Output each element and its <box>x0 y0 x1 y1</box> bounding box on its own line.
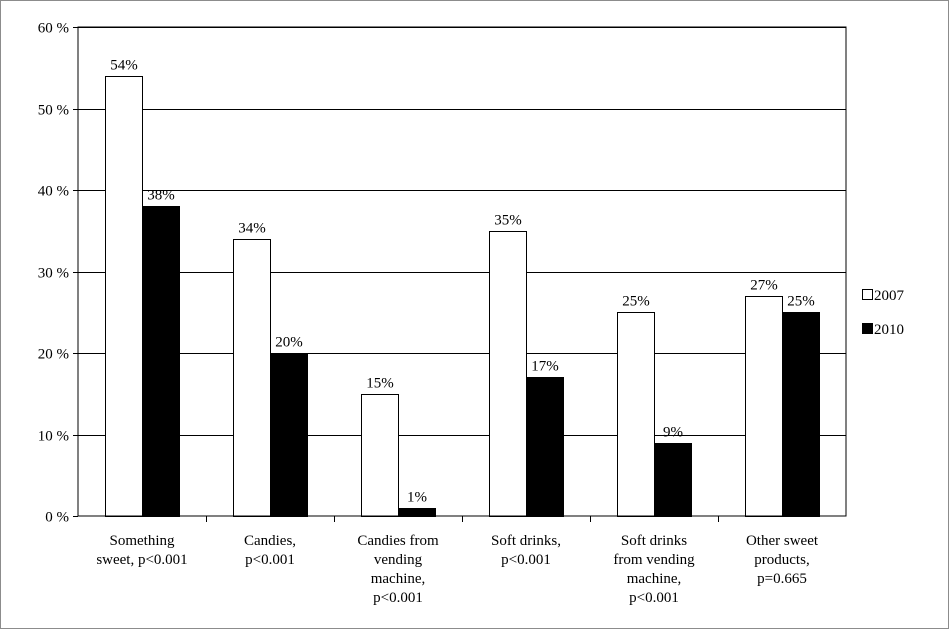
bar-2010-3 <box>526 377 564 517</box>
category-label-line: Soft drinks, <box>491 533 561 549</box>
data-label-2007-4: 25% <box>622 294 650 310</box>
bar-2007-0 <box>105 76 143 517</box>
category-label-line: p<0.001 <box>373 590 423 606</box>
category-label-line: machine, <box>371 571 426 587</box>
data-label-2010-1: 20% <box>275 335 303 351</box>
category-label-line: Something <box>109 533 175 549</box>
legend-label-2010: 2010 <box>874 322 904 338</box>
bar-2010-0 <box>142 206 180 517</box>
bar-2007-5 <box>745 296 783 517</box>
category-label-line: machine, <box>627 571 682 587</box>
bars <box>105 76 820 517</box>
gridlines <box>78 27 846 436</box>
bar-2007-4 <box>617 312 655 517</box>
y-tick-label: 30 % <box>38 266 69 282</box>
y-axis-ticks: 0 % 10 % 20 % 30 % 40 % 50 % 60 % <box>38 21 78 526</box>
category-label-line: p=0.665 <box>757 571 807 587</box>
data-label-2007-2: 15% <box>366 376 394 392</box>
legend: 2007 2010 <box>862 288 905 338</box>
y-tick-label: 20 % <box>38 347 69 363</box>
y-tick-label: 60 % <box>38 21 69 37</box>
category-label-line: Other sweet <box>746 533 819 549</box>
category-label-line: p<0.001 <box>245 552 295 568</box>
category-label-line: p<0.001 <box>501 552 551 568</box>
bar-2010-5 <box>782 312 820 517</box>
category-label-line: from vending <box>613 552 695 568</box>
data-label-2007-3: 35% <box>494 213 522 229</box>
data-labels: 54% 38% 34% 20% 15% 1% 35% 17% 25% 9% 27% 25% <box>110 58 815 506</box>
data-label-2007-0: 54% <box>110 58 138 74</box>
data-label-2010-2: 1% <box>407 490 427 506</box>
bar-2010-1 <box>270 353 308 517</box>
y-tick-label: 50 % <box>38 103 69 119</box>
y-tick-label: 10 % <box>38 429 69 445</box>
category-label-line: Candies, <box>244 533 296 549</box>
category-label-line: Soft drinks <box>621 533 687 549</box>
category-label-line: vending <box>374 552 423 568</box>
category-label-line: products, <box>754 552 809 568</box>
data-label-2007-5: 27% <box>750 278 778 294</box>
data-label-2007-1: 34% <box>238 221 266 237</box>
bar-2007-2 <box>361 394 399 517</box>
data-label-2010-0: 38% <box>147 188 175 204</box>
category-label-line: Candies from <box>357 533 439 549</box>
category-label-line: p<0.001 <box>629 590 679 606</box>
y-tick-label: 40 % <box>38 184 69 200</box>
category-label-4: Soft drinks from vending machine, p<0.001 <box>613 533 695 606</box>
data-label-2010-4: 9% <box>663 425 683 441</box>
category-label-line: sweet, p<0.001 <box>96 552 187 568</box>
data-label-2010-5: 25% <box>787 294 815 310</box>
y-tick-label: 0 % <box>45 510 69 526</box>
legend-swatch-2010 <box>862 323 873 334</box>
bar-2007-3 <box>489 231 527 517</box>
bar-2010-2 <box>398 508 436 517</box>
data-label-2010-3: 17% <box>531 359 559 375</box>
bar-2007-1 <box>233 239 271 517</box>
bar-2010-4 <box>654 443 692 517</box>
category-label-3: Soft drinks, p<0.001 <box>491 533 561 568</box>
legend-swatch-2007 <box>862 289 873 300</box>
category-label-2: Candies from vending machine, p<0.001 <box>357 533 439 606</box>
category-label-5: Other sweet products, p=0.665 <box>746 533 819 587</box>
category-label-1: Candies, p<0.001 <box>244 533 296 568</box>
category-label-0: Something sweet, p<0.001 <box>96 533 187 568</box>
plot-area-border <box>77 26 847 517</box>
axes <box>77 26 847 522</box>
legend-label-2007: 2007 <box>874 288 905 304</box>
